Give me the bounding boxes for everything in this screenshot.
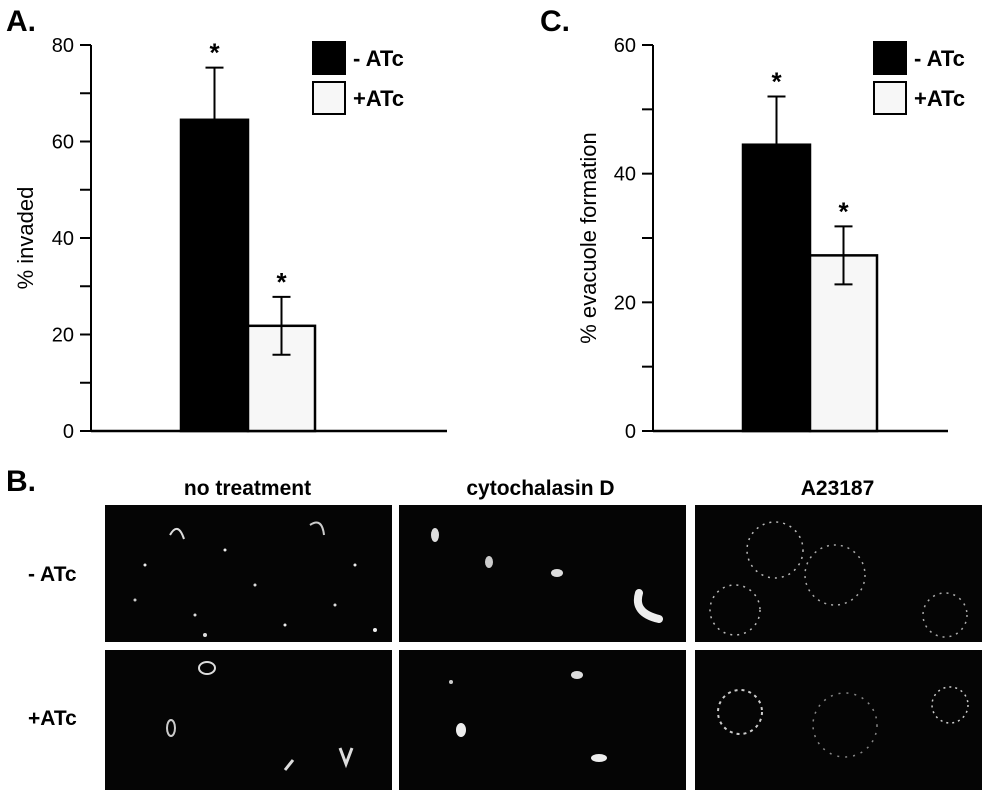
legend-swatch [312, 41, 346, 75]
significance-star: * [209, 38, 220, 68]
row-header-plus-atc: +ATc [28, 707, 77, 730]
micrograph-no-treatment-plus-atc [105, 650, 392, 790]
row-header-minus-atc: - ATc [28, 563, 77, 586]
micrograph-a23187-plus-atc [695, 650, 982, 790]
y-tick-label: 60 [614, 35, 636, 57]
panel-a-label: A. [6, 5, 36, 38]
micrograph-a23187-minus-atc [695, 505, 982, 642]
legend-swatch [873, 41, 907, 75]
y-tick-label: 20 [614, 292, 636, 314]
micrograph-cytochalasin-d-plus-atc [399, 650, 686, 790]
legend-swatch [312, 81, 346, 115]
y-axis-label: % invaded [13, 187, 38, 290]
panel-c-label: C. [540, 5, 570, 38]
legend-label: - ATc [914, 46, 965, 71]
panel-b-label: B. [6, 465, 36, 498]
legend-label: - ATc [353, 46, 404, 71]
micrograph-cytochalasin-d-minus-atc [399, 505, 686, 642]
y-tick-label: 40 [614, 164, 636, 186]
column-header-no-treatment: no treatment [183, 477, 312, 500]
y-tick-label: 60 [52, 132, 74, 154]
invasion-bar-chart: 0 20 40 60 80 % invaded * * - ATc +ATc [13, 35, 447, 443]
y-tick-label: 40 [52, 228, 74, 250]
significance-star: * [771, 66, 782, 96]
evacuole-bar-chart: 0 20 40 60 % evacuole formation * * - ATc +ATc [576, 35, 965, 443]
legend-label: +ATc [914, 86, 965, 111]
column-header-cytochalasin-d: cytochalasin D [466, 477, 615, 500]
y-axis-label: % evacuole formation [576, 132, 601, 344]
micrograph-no-treatment-minus-atc [105, 505, 392, 642]
y-tick-label: 0 [625, 421, 636, 443]
y-tick-label: 80 [52, 35, 74, 57]
legend-label: +ATc [353, 86, 404, 111]
y-tick-label: 20 [52, 325, 74, 347]
y-tick-label: 0 [63, 421, 74, 443]
legend-swatch [873, 81, 907, 115]
significance-star: * [838, 196, 849, 226]
significance-star: * [276, 267, 287, 297]
column-header-a23187: A23187 [800, 477, 875, 500]
